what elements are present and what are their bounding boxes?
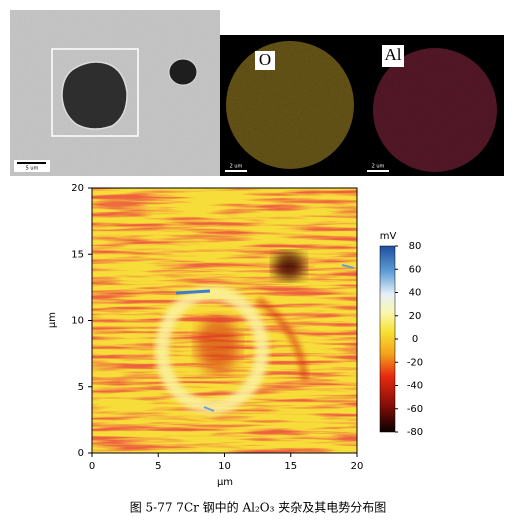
y-tick-label: 10 — [71, 316, 84, 327]
sem-image: 5 um — [10, 10, 220, 176]
colorbar-tick-label: 20 — [409, 311, 422, 322]
colorbar-tick-label: 0 — [412, 334, 418, 345]
x-tick-label: 10 — [218, 461, 231, 472]
y-tick-label: 15 — [71, 249, 84, 260]
o-map: O 2 um — [220, 35, 362, 176]
x-tick-label: 5 — [155, 461, 161, 472]
scale-label: 5 um — [26, 166, 39, 172]
scale-label: 2 um — [230, 164, 243, 170]
colorbar-label: mV — [380, 231, 397, 242]
colorbar-tick-label: -20 — [407, 357, 423, 368]
y-axis-label: μm — [47, 312, 58, 328]
colorbar-tick-label: 60 — [409, 264, 422, 275]
x-tick-label: 0 — [89, 461, 95, 472]
potential-map — [92, 188, 357, 453]
colorbar-tick-label: -60 — [407, 404, 423, 415]
al-map: Al 2 um — [362, 35, 504, 176]
caption: 图 5-77 7Cr 钢中的 Al₂O₃ 夹杂及其电势分布图 — [130, 500, 387, 515]
element-label: O — [259, 50, 271, 69]
element-label: Al — [385, 45, 402, 64]
x-tick-label: 15 — [284, 461, 297, 472]
colorbar-tick-label: 80 — [409, 241, 422, 252]
colorbar — [379, 245, 396, 433]
colorbar-tick-label: 40 — [409, 288, 422, 299]
x-axis-label: μm — [217, 477, 233, 488]
y-tick-label: 5 — [78, 382, 84, 393]
y-tick-label: 20 — [71, 183, 84, 194]
x-tick-label: 20 — [351, 461, 364, 472]
scale-label: 2 um — [372, 164, 385, 170]
y-tick-label: 0 — [78, 448, 84, 459]
colorbar-tick-label: -40 — [407, 381, 423, 392]
colorbar-tick-label: -80 — [407, 427, 423, 438]
